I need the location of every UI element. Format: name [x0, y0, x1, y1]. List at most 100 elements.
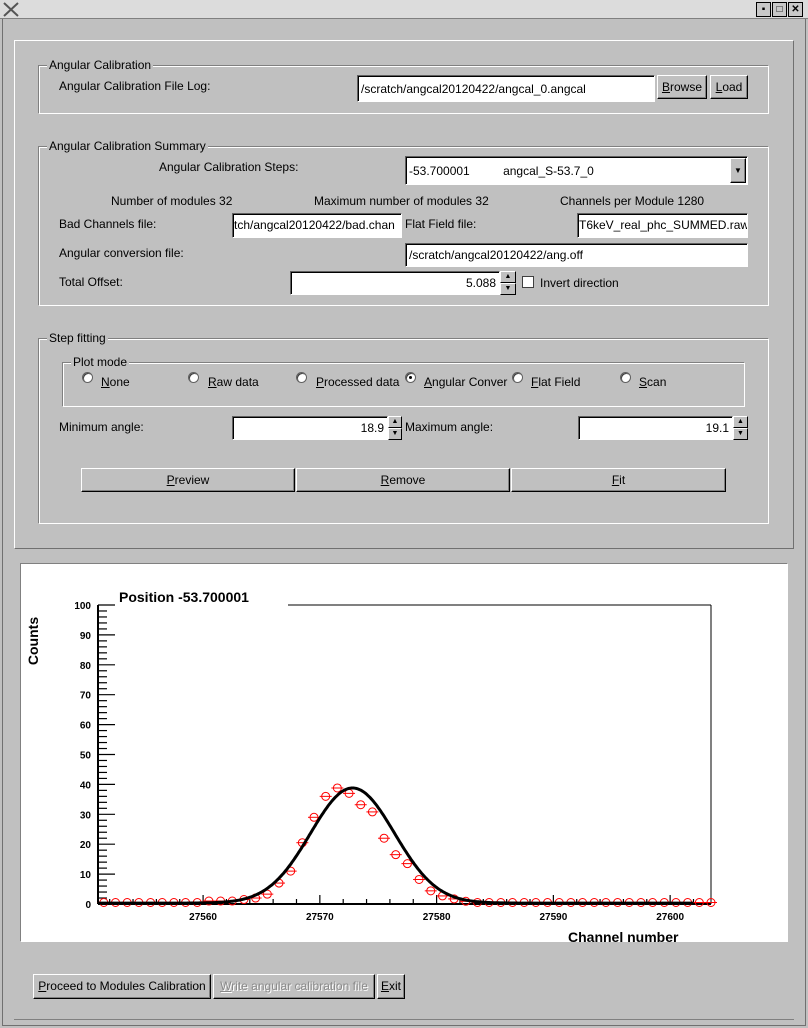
invert-direction-label: Invert direction	[540, 276, 619, 290]
data-point	[309, 812, 319, 822]
plot-mode-label[interactable]: Flat Field	[531, 375, 581, 389]
file-log-input[interactable]: /scratch/angcal20120422/angcal_0.angcal	[357, 75, 655, 102]
close-icon[interactable]: ✕	[788, 2, 803, 17]
flat-field-input[interactable]: T6keV_real_phc_SUMMED.raw	[577, 213, 748, 238]
plot-mode-radio[interactable]	[188, 372, 199, 383]
write-calibration-button[interactable]: Write angular calibration file	[213, 974, 375, 999]
summary-group: Angular Calibration Summary	[38, 139, 769, 306]
data-point	[204, 896, 214, 906]
data-point	[391, 850, 401, 860]
bad-channels-label: Bad Channels file:	[59, 217, 157, 231]
y-tick-label: 0	[85, 900, 91, 911]
x-tick-label: 27580	[423, 912, 451, 923]
plot-canvas[interactable]: Position -53.700001 Counts Channel numbe…	[20, 563, 788, 945]
step-name: angcal_S-53.7_0	[503, 164, 594, 178]
step-fit-chart: Position -53.700001 Counts Channel numbe…	[25, 589, 717, 945]
plot-mode-label[interactable]: Scan	[639, 375, 667, 389]
status-divider	[14, 1019, 794, 1020]
x-logo-icon	[3, 2, 19, 17]
plot-mode-radio[interactable]	[296, 372, 307, 383]
max-angle-label: Maximum angle:	[405, 420, 494, 434]
invert-direction-checkbox[interactable]	[522, 276, 534, 288]
arrow-down-icon[interactable]: ▼	[500, 283, 516, 295]
x-axis-label: Channel number	[568, 929, 679, 943]
step-position: -53.700001	[409, 164, 470, 178]
steps-combobox[interactable]: -53.700001 angcal_S-53.7_0 ▼	[405, 156, 748, 185]
maximize-icon[interactable]: □	[772, 2, 787, 17]
plot-mode-label[interactable]: None	[101, 375, 130, 389]
y-tick-label: 80	[80, 661, 92, 672]
exit-label: Exit	[380, 979, 401, 993]
chart-title: Position -53.700001	[119, 589, 249, 605]
plot-mode-label[interactable]: Processed data	[316, 375, 400, 389]
plot-mode-radio[interactable]	[512, 372, 523, 383]
group-title: Step fitting	[47, 331, 108, 345]
total-offset-label: Total Offset:	[59, 275, 123, 289]
preview-button[interactable]: Preview	[81, 468, 295, 492]
arrow-up-icon[interactable]: ▲	[388, 416, 402, 428]
min-angle-spinner[interactable]: ▲ ▼	[388, 416, 402, 440]
write-label: Write angular calibration file	[220, 979, 368, 993]
data-point	[321, 791, 331, 801]
settings-panel	[14, 40, 794, 549]
y-tick-label: 50	[80, 751, 92, 762]
ang-conv-input[interactable]: /scratch/angcal20120422/ang.off	[405, 243, 748, 267]
steps-label: Angular Calibration Steps:	[159, 160, 299, 174]
y-tick-label: 30	[80, 810, 92, 821]
plot-mode-radio[interactable]	[82, 372, 93, 383]
data-point	[402, 859, 412, 869]
load-label: Load	[715, 80, 743, 94]
y-axis-label: Counts	[25, 617, 41, 665]
proceed-button[interactable]: Proceed to Modules Calibration	[33, 974, 211, 999]
x-tick-label: 27600	[656, 912, 684, 923]
window-frame	[2, 19, 806, 1026]
x-tick-label: 27590	[539, 912, 567, 923]
max-angle-spinner[interactable]: ▲ ▼	[733, 416, 748, 440]
arrow-down-icon[interactable]: ▼	[388, 428, 402, 440]
total-offset-input[interactable]: 5.088	[290, 271, 500, 295]
min-angle-input[interactable]: 18.9	[232, 416, 388, 440]
title-bar: ▪ □ ✕	[0, 0, 808, 19]
bad-channels-input[interactable]: tch/angcal20120422/bad.chan	[232, 213, 402, 238]
fit-label: Fit	[611, 473, 626, 487]
plot-mode-group: Plot mode	[62, 355, 745, 407]
group-title: Plot mode	[71, 355, 130, 369]
y-tick-label: 40	[80, 780, 92, 791]
arrow-up-icon[interactable]: ▲	[500, 271, 516, 283]
max-modules: Maximum number of modules 32	[314, 194, 489, 208]
y-tick-label: 70	[80, 691, 92, 702]
max-angle-input[interactable]: 19.1	[578, 416, 733, 440]
exit-button[interactable]: Exit	[377, 974, 405, 999]
ang-conv-label: Angular conversion file:	[59, 246, 184, 260]
data-point	[414, 874, 424, 884]
arrow-up-icon[interactable]: ▲	[733, 416, 748, 428]
fit-curve	[98, 786, 694, 905]
channels-per-module: Channels per Module 1280	[560, 194, 705, 208]
data-point	[379, 833, 389, 843]
plot-mode-label[interactable]: Angular Conver	[424, 375, 508, 389]
plot-mode-radio[interactable]	[620, 372, 631, 383]
group-title: Angular Calibration Summary	[47, 139, 208, 153]
proceed-label: Proceed to Modules Calibration	[38, 979, 206, 993]
y-tick-label: 100	[74, 601, 91, 612]
y-tick-label: 20	[80, 840, 92, 851]
y-tick-label: 90	[80, 631, 92, 642]
y-tick-label: 60	[80, 721, 92, 732]
num-modules: Number of modules 32	[111, 194, 233, 208]
plot-mode-label[interactable]: Raw data	[208, 375, 259, 389]
x-tick-label: 27560	[189, 912, 217, 923]
min-angle-label: Minimum angle:	[59, 420, 144, 434]
fit-button[interactable]: Fit	[511, 468, 726, 492]
total-offset-spinner[interactable]: ▲ ▼	[500, 271, 516, 295]
chevron-down-icon[interactable]: ▼	[730, 158, 746, 183]
data-point	[332, 783, 342, 793]
minimize-icon[interactable]: ▪	[756, 2, 771, 17]
data-point	[356, 800, 366, 810]
load-button[interactable]: Load	[710, 75, 748, 99]
browse-button[interactable]: Browse	[657, 75, 707, 99]
arrow-down-icon[interactable]: ▼	[733, 428, 748, 440]
remove-button[interactable]: Remove	[296, 468, 510, 492]
preview-label: Preview	[166, 473, 210, 487]
plot-mode-radio[interactable]	[405, 372, 416, 383]
data-point	[426, 886, 436, 896]
